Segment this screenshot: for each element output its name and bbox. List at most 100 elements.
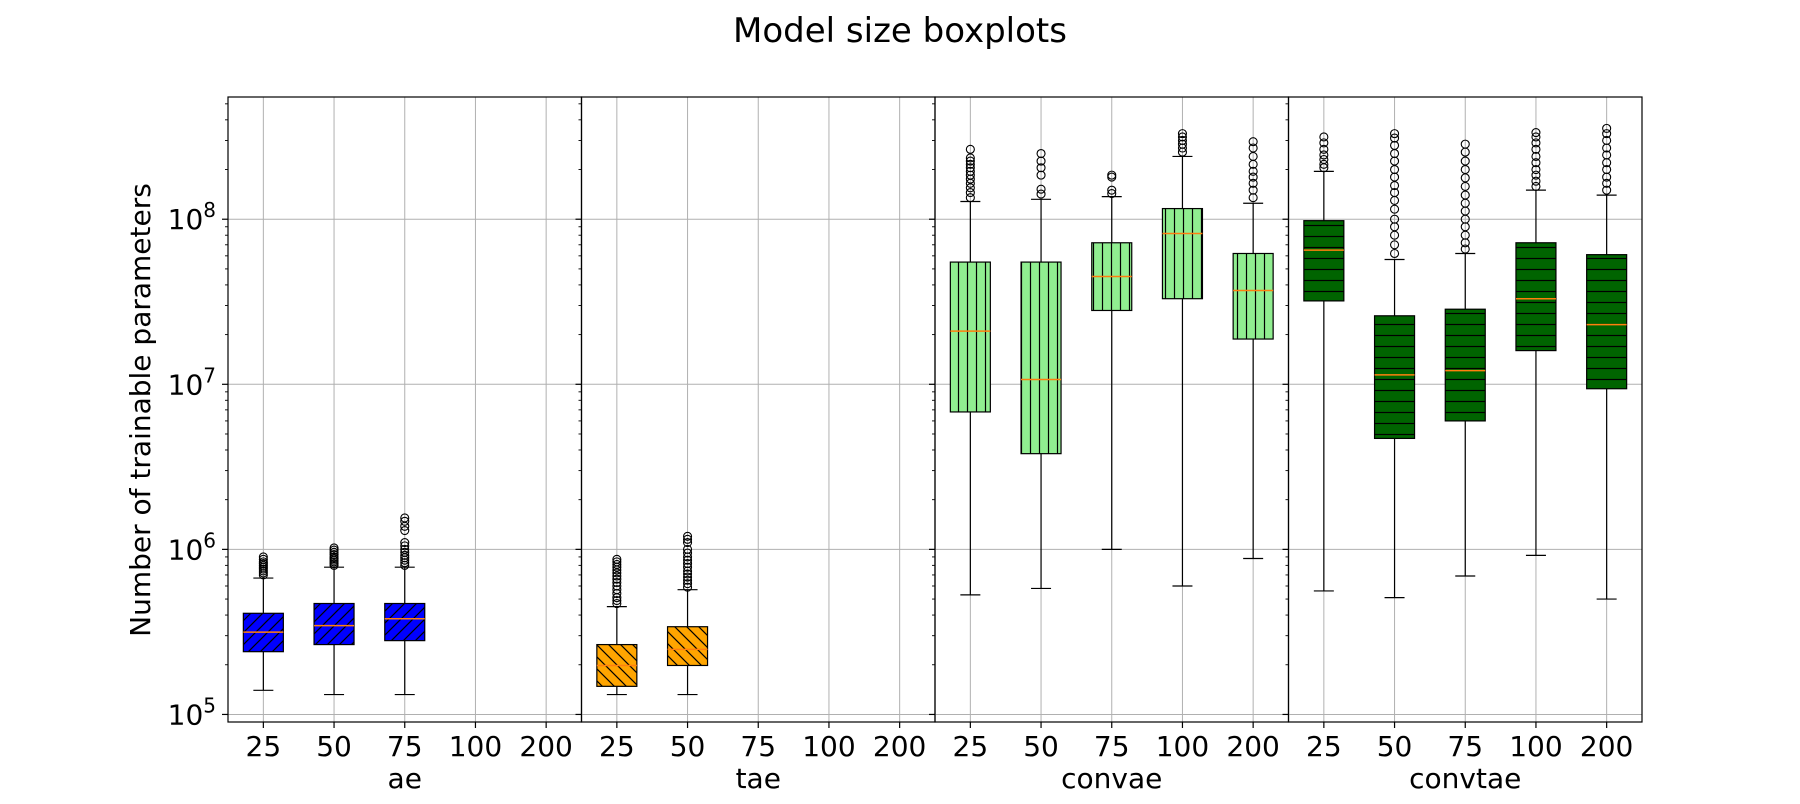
panel-label-convae: convae	[1061, 762, 1162, 795]
panel-label-ae: ae	[388, 762, 422, 795]
outlier-point	[1390, 129, 1400, 139]
box-body	[1303, 220, 1345, 302]
panels: 25 50 75 100 200 ae 25 50 75 100 200 tae 25 50 75 100 20…	[168, 96, 1643, 795]
outlier-point	[612, 554, 622, 564]
box-body	[1232, 252, 1274, 340]
box-body	[666, 626, 709, 667]
outlier-point	[329, 550, 339, 560]
outlier-point	[1531, 176, 1541, 186]
panel-convtae: 25 50 75 100 200 convtae	[1282, 96, 1643, 795]
outlier-point	[612, 585, 622, 595]
outlier-point	[1531, 151, 1541, 162]
outlier-point	[1036, 163, 1046, 173]
outlier-point	[258, 557, 268, 567]
outlier-point	[965, 144, 975, 154]
outlier-point	[400, 544, 410, 554]
outlier-point	[682, 579, 693, 589]
outlier-point	[1036, 148, 1046, 159]
outlier-point	[329, 543, 339, 553]
x-tick-label: 100	[802, 730, 855, 763]
outlier-point	[612, 557, 622, 567]
x-tick-label: 50	[316, 730, 352, 763]
x-tick-label: 75	[1094, 730, 1130, 763]
box-ae-50	[313, 543, 355, 696]
outlier-point	[1036, 189, 1046, 199]
outlier-point	[1390, 240, 1400, 250]
outlier-point	[682, 562, 693, 572]
outlier-point	[1107, 189, 1117, 199]
box-tae-25	[596, 554, 638, 696]
outlier-point	[1177, 135, 1187, 146]
outlier-point	[1602, 129, 1612, 139]
outlier-point	[965, 153, 975, 163]
box-ae-75	[384, 513, 426, 696]
box-convae-50	[1020, 148, 1062, 590]
y-tick-label: 105	[168, 693, 216, 731]
y-tick-label: 106	[168, 528, 216, 566]
outlier-point	[1319, 138, 1329, 148]
outlier-point	[400, 526, 410, 536]
outlier-point	[965, 159, 975, 169]
outlier-point	[1319, 154, 1329, 165]
panel-convae: 25 50 75 100 200 convae	[929, 96, 1290, 795]
box-convtae-50	[1373, 129, 1416, 599]
outlier-point	[329, 552, 339, 562]
outlier-point	[965, 156, 975, 166]
box-body	[1586, 254, 1628, 390]
outlier-point	[612, 595, 622, 606]
outlier-point	[612, 577, 622, 588]
outlier-point	[329, 547, 339, 557]
outlier-point	[1177, 129, 1187, 139]
x-tick-label: 200	[519, 730, 572, 763]
box-ae-25	[242, 552, 284, 691]
box-convtae-75	[1444, 139, 1486, 577]
outlier-point	[1248, 172, 1258, 182]
outlier-point	[400, 541, 410, 551]
x-tick-label: 25	[953, 730, 989, 763]
box-convae-100	[1161, 129, 1204, 587]
outlier-point	[1177, 139, 1187, 149]
outlier-point	[1602, 123, 1612, 133]
outlier-point	[965, 166, 975, 176]
outlier-point	[258, 554, 268, 564]
outlier-point	[1390, 204, 1400, 214]
outlier-point	[682, 534, 693, 544]
box-tae-50	[666, 531, 709, 696]
outlier-point	[1602, 150, 1612, 160]
x-tick-label: 75	[387, 730, 423, 763]
box-convae-75	[1091, 170, 1133, 550]
outlier-point	[1248, 166, 1258, 176]
outlier-point	[1602, 178, 1612, 188]
outlier-point	[965, 188, 975, 198]
box-convtae-100	[1515, 127, 1557, 556]
outlier-point	[965, 193, 975, 203]
x-tick-label: 25	[246, 730, 282, 763]
outlier-point	[1390, 140, 1400, 150]
outlier-point	[612, 559, 622, 570]
x-tick-label: 100	[1509, 730, 1562, 763]
outlier-point	[1602, 135, 1612, 146]
outlier-point	[1390, 133, 1400, 143]
outlier-point	[612, 574, 622, 584]
x-tick-label: 75	[1447, 730, 1483, 763]
outlier-point	[682, 537, 693, 548]
outlier-point	[1602, 164, 1612, 175]
outlier-point	[1460, 244, 1470, 254]
box-body	[313, 602, 355, 646]
outlier-point	[1036, 184, 1046, 194]
outlier-point	[1248, 178, 1258, 188]
outlier-point	[1531, 181, 1541, 191]
outlier-point	[400, 513, 410, 523]
panel-ae: 25 50 75 100 200 ae	[222, 96, 583, 795]
box-body	[384, 602, 426, 642]
outlier-point	[682, 575, 693, 585]
outlier-point	[400, 537, 410, 548]
outlier-point	[682, 569, 693, 579]
outlier-point	[1531, 170, 1541, 180]
x-tick-label: 25	[599, 730, 635, 763]
outlier-point	[1460, 156, 1470, 166]
box-convtae-25	[1303, 132, 1345, 592]
panel-label-convtae: convtae	[1409, 762, 1521, 795]
